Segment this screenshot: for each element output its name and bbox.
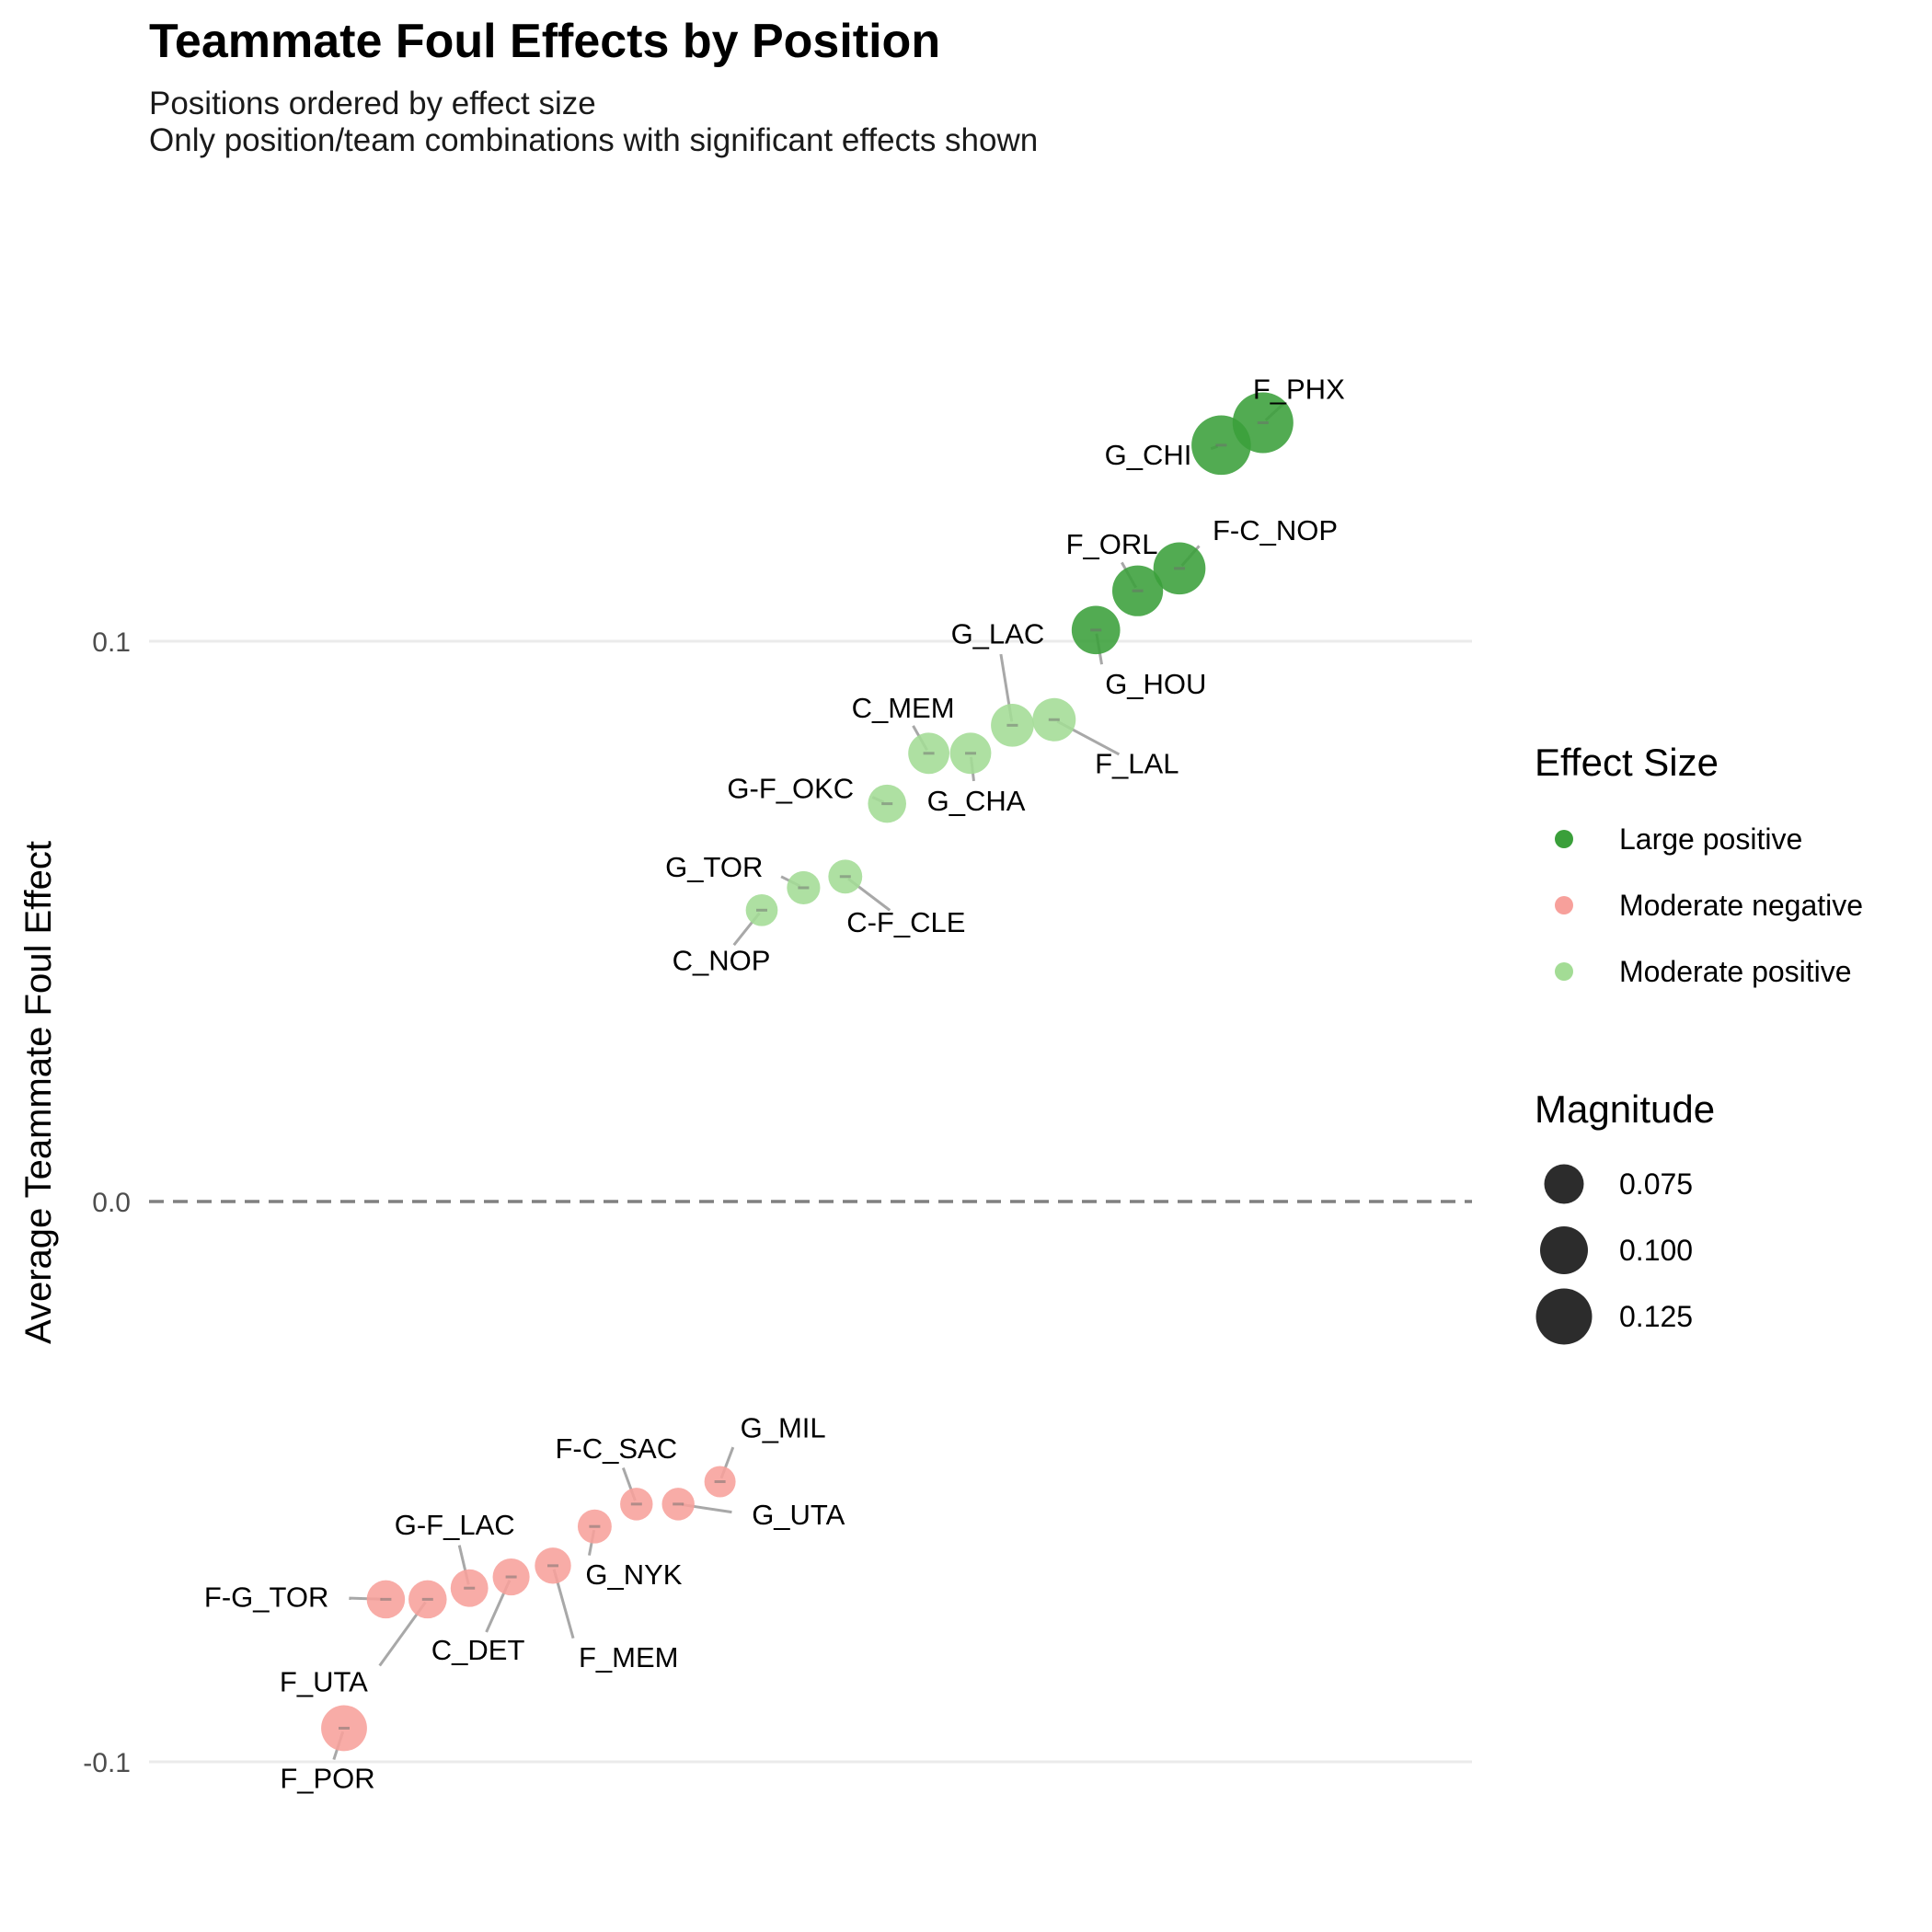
point-label: G_MIL xyxy=(741,1412,826,1444)
data-points xyxy=(321,392,1294,1752)
point-label: F-C_NOP xyxy=(1213,514,1338,546)
chart-subtitle-line-2: Only position/team combinations with sig… xyxy=(149,122,1038,158)
point-label: C-F_CLE xyxy=(846,906,965,938)
point-label: G-F_OKC xyxy=(727,773,854,805)
point-label: G-F_LAC xyxy=(395,1509,515,1541)
point-label: F_ORL xyxy=(1066,528,1158,560)
point-label: C_NOP xyxy=(673,944,771,976)
grid-lines xyxy=(149,639,1472,1764)
point-label: C_MEM xyxy=(852,692,955,724)
color-legend-label: Moderate positive xyxy=(1619,955,1852,988)
point-label: F_MEM xyxy=(579,1641,679,1673)
color-legend-items: Large positive Moderate negative Moderate … xyxy=(1555,822,1863,988)
chart-title: Teammate Foul Effects by Position xyxy=(149,15,940,68)
size-legend-circle xyxy=(1535,1288,1593,1345)
point-label: G_LAC xyxy=(951,617,1045,650)
point-label: G_UTA xyxy=(752,1499,845,1531)
point-label: F-C_SAC xyxy=(555,1432,677,1465)
y-axis-tick-labels: -0.1 0.0 0.1 xyxy=(83,627,131,1778)
point-label: C_DET xyxy=(431,1634,525,1666)
y-tick-label: -0.1 xyxy=(83,1748,131,1778)
color-legend-title: Effect Size xyxy=(1535,741,1719,784)
point-label: F_UTA xyxy=(280,1665,368,1697)
point-label: F_LAL xyxy=(1095,747,1179,779)
size-legend-items: 0.075 0.100 0.125 xyxy=(1535,1164,1693,1345)
point-label: G_NYK xyxy=(585,1558,682,1591)
color-legend-swatch xyxy=(1555,830,1573,848)
color-legend-swatch xyxy=(1555,962,1573,981)
size-legend-label: 0.100 xyxy=(1619,1234,1693,1267)
size-legend-label: 0.075 xyxy=(1619,1167,1693,1201)
point-label: G_TOR xyxy=(665,851,763,883)
color-legend-label: Moderate negative xyxy=(1619,889,1863,922)
size-legend-title: Magnitude xyxy=(1535,1087,1715,1131)
point-label: G_CHI xyxy=(1105,439,1192,471)
point-labels: F_POR F-G_TOR F_UTA G-F_LAC C_DET F_MEM G_NYK F… xyxy=(204,373,1345,1794)
size-legend-label: 0.125 xyxy=(1619,1300,1693,1333)
size-legend-circle xyxy=(1540,1226,1588,1274)
legend: Effect Size Magnitude Large positive Mode… xyxy=(1535,741,1863,1345)
point-label: G_HOU xyxy=(1105,668,1206,700)
color-legend-swatch xyxy=(1555,896,1573,914)
point-label: F-G_TOR xyxy=(204,1581,329,1613)
point-label: F_PHX xyxy=(1253,373,1345,405)
color-legend-label: Large positive xyxy=(1619,822,1802,856)
y-tick-label: 0.0 xyxy=(92,1188,131,1218)
point-label: G_CHA xyxy=(927,785,1026,817)
y-axis-title: Average Teammate Foul Effect xyxy=(18,841,59,1344)
point-label: F_POR xyxy=(280,1762,374,1794)
chart-subtitle-line-1: Positions ordered by effect size xyxy=(149,86,596,121)
y-tick-label: 0.1 xyxy=(92,627,131,658)
size-legend-circle xyxy=(1544,1164,1584,1204)
